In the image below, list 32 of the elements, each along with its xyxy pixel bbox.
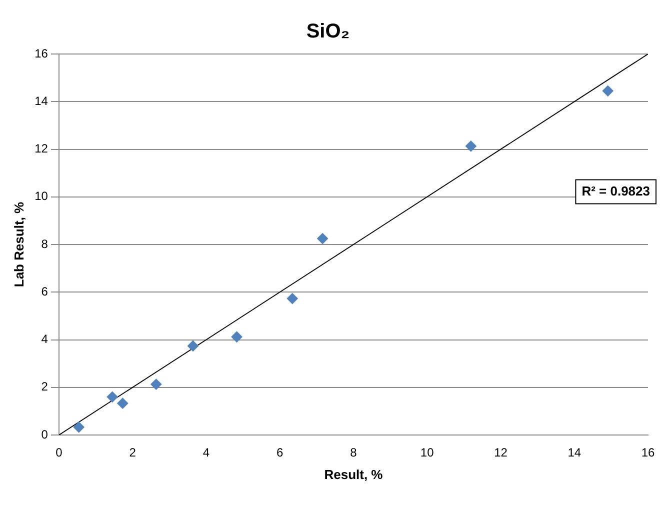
x-tick-label: 16 — [641, 446, 655, 460]
y-tick-label: 10 — [34, 189, 48, 204]
point — [602, 85, 614, 96]
x-tick-label: 14 — [568, 446, 582, 460]
point — [317, 233, 328, 244]
x-tick-label: 10 — [420, 446, 434, 460]
point — [187, 340, 198, 352]
point — [465, 140, 476, 152]
y-tick-label: 2 — [41, 380, 48, 394]
chart-title: SiO₂ — [306, 20, 350, 43]
point — [286, 293, 298, 304]
y-tick-label: 4 — [41, 332, 48, 346]
point — [231, 331, 242, 342]
annotation: R² = 0.9823 — [582, 183, 650, 198]
point — [150, 378, 162, 390]
x-axis-title: Result, % — [324, 466, 384, 482]
point — [117, 398, 128, 409]
x-tick-label: 8 — [350, 446, 358, 460]
y-axis-title: Lab Result, % — [11, 201, 26, 288]
x-tick-label: 4 — [202, 446, 210, 460]
y-tick-label: 0 — [41, 427, 48, 442]
point — [106, 391, 118, 402]
x-tick-label: 0 — [56, 446, 63, 460]
x-tick-label: 12 — [494, 446, 508, 460]
y-tick-label: 8 — [41, 236, 48, 251]
x-tick-label: 6 — [276, 446, 284, 460]
y-tick-label: 14 — [34, 94, 48, 108]
y-tick-label: 6 — [41, 284, 48, 298]
y-tick-label: 16 — [34, 46, 48, 60]
x-tick-label: 2 — [129, 446, 136, 460]
y-tick-label: 12 — [34, 142, 48, 156]
point — [73, 422, 84, 433]
